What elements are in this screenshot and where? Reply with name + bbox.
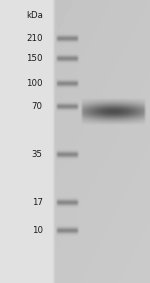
Text: 210: 210 <box>26 34 43 43</box>
Text: 17: 17 <box>32 198 43 207</box>
Text: 35: 35 <box>32 150 43 159</box>
Text: 150: 150 <box>26 53 43 63</box>
Text: 10: 10 <box>32 226 43 235</box>
Text: kDa: kDa <box>26 11 43 20</box>
Text: 100: 100 <box>26 79 43 88</box>
Text: 70: 70 <box>32 102 43 111</box>
